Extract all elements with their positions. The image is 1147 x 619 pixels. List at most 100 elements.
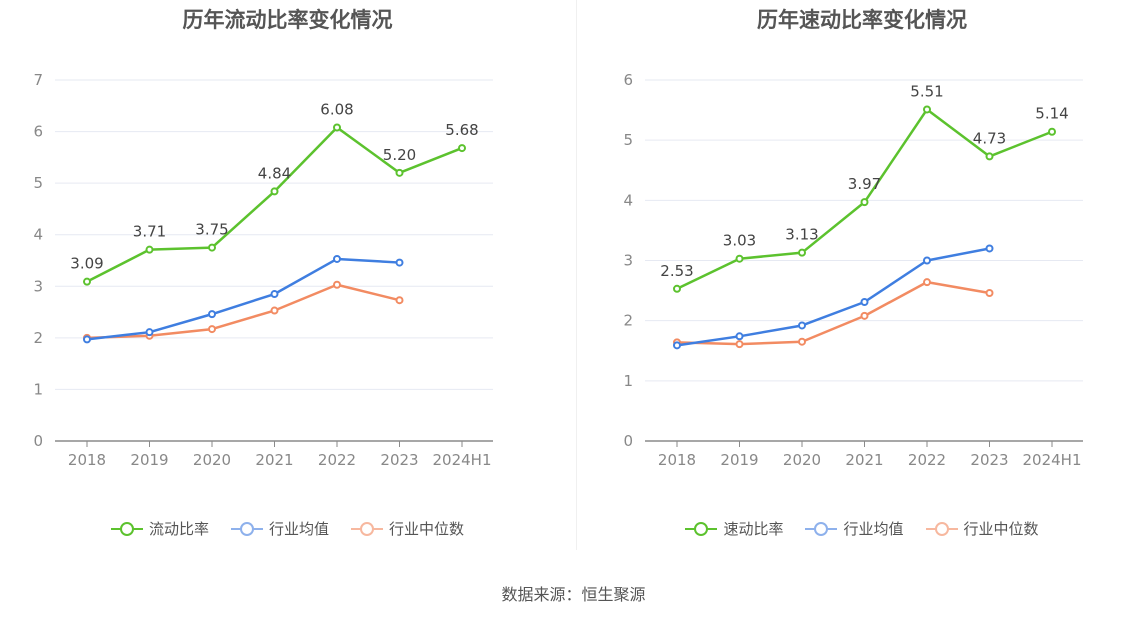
data-label: 3.09 (70, 255, 103, 273)
legend-item-industry-average[interactable]: 行业均值 (805, 518, 904, 539)
legend-swatch-orange (351, 521, 383, 536)
data-point (735, 332, 744, 341)
data-point (333, 123, 341, 132)
x-tick-label: 2019 (720, 451, 758, 469)
data-label: 5.14 (1035, 105, 1068, 123)
panel-divider (576, 0, 577, 550)
legend-item-industry-median[interactable]: 行业中位数 (351, 518, 464, 539)
y-tick-label: 2 (33, 329, 43, 347)
data-point (270, 290, 279, 299)
series-line-1 (86, 257, 400, 341)
data-label: 3.71 (133, 223, 166, 241)
data-point (673, 341, 681, 350)
x-tick-label: 2022 (908, 451, 946, 469)
data-point (458, 144, 466, 153)
x-tick-label: 2020 (783, 451, 821, 469)
legend-item-current-ratio[interactable]: 流动比率 (110, 518, 209, 539)
y-tick-label: 6 (623, 71, 633, 89)
data-point (83, 335, 91, 344)
data-point (923, 256, 931, 265)
data-point (395, 296, 404, 305)
legend-label: 速动比率 (723, 520, 784, 538)
y-tick-label: 3 (623, 252, 633, 270)
data-label: 3.03 (723, 232, 756, 250)
series-line-2 (676, 280, 990, 346)
y-tick-label: 4 (623, 191, 633, 209)
y-tick-label: 0 (623, 432, 633, 450)
x-tick-label: 2018 (658, 451, 696, 469)
data-label: 2.53 (660, 262, 693, 280)
data-point (985, 288, 994, 297)
legend-swatch-green (685, 521, 718, 536)
data-point (333, 280, 341, 289)
data-point (798, 248, 806, 257)
data-source: 数据来源：恒生聚源 (501, 585, 646, 604)
data-point (1048, 127, 1056, 136)
chart-title: 历年速动比率变化情况 (757, 8, 967, 32)
legend-swatch-orange (925, 521, 958, 536)
y-tick-label: 6 (33, 123, 43, 141)
data-point (145, 328, 154, 337)
y-tick-label: 4 (33, 226, 43, 244)
legend-swatch-blue (805, 521, 838, 536)
current-ratio-chart: 历年流动比率变化情况 0 1 2 3 4 5 6 7 2018 2019 2020 2021 2022 2… (0, 0, 575, 560)
x-tick-label: 2024H1 (1023, 451, 1082, 469)
data-label: 5.20 (383, 146, 416, 164)
data-label: 6.08 (320, 100, 353, 118)
data-point (333, 254, 341, 263)
legend-label: 流动比率 (148, 520, 209, 538)
y-tick-label: 5 (33, 174, 43, 192)
data-label: 4.73 (973, 129, 1006, 147)
y-tick-label: 2 (623, 312, 633, 330)
data-label: 4.84 (258, 164, 291, 182)
data-point (395, 258, 404, 267)
x-tick-label: 2020 (193, 451, 231, 469)
x-tick-label: 2018 (68, 451, 106, 469)
y-tick-label: 7 (33, 71, 43, 89)
x-tick-label: 2019 (130, 451, 168, 469)
data-point (208, 325, 216, 334)
chart-title: 历年流动比率变化情况 (182, 8, 393, 32)
legend-label: 行业中位数 (389, 520, 465, 538)
y-tick-label: 0 (33, 432, 43, 450)
y-tick-label: 1 (33, 380, 43, 398)
y-tick-label: 5 (623, 131, 633, 149)
y-tick-label: 3 (33, 277, 43, 295)
x-tick-label: 2022 (318, 451, 356, 469)
data-label: 3.13 (785, 226, 818, 244)
series-line-2 (86, 283, 400, 340)
data-point (923, 105, 931, 114)
data-point (270, 187, 279, 196)
data-point (145, 245, 154, 254)
y-tick-label: 1 (623, 372, 633, 390)
quick-ratio-plot: 0 1 2 3 4 5 6 2018 2019 2020 2021 2022 2023 2024H1 2.5… (623, 71, 1083, 469)
legend-swatch-blue (230, 521, 263, 536)
x-tick-label: 2024H1 (433, 451, 492, 469)
data-label: 5.68 (445, 121, 478, 139)
data-point (860, 311, 869, 320)
x-tick-label: 2021 (255, 451, 293, 469)
x-tick-label: 2023 (380, 451, 418, 469)
data-point (395, 168, 404, 177)
data-point (270, 306, 279, 315)
data-point (798, 321, 806, 330)
data-label: 5.51 (910, 82, 943, 100)
data-label: 3.75 (195, 221, 228, 239)
data-point (985, 244, 994, 253)
current-ratio-plot: 0 1 2 3 4 5 6 7 2018 2019 2020 2021 2022 2023 2024H1 3.… (33, 71, 493, 469)
legend-item-industry-average[interactable]: 行业均值 (230, 518, 329, 539)
data-point (208, 310, 216, 319)
legend-label: 行业均值 (843, 520, 904, 538)
data-point (735, 254, 744, 263)
x-tick-label: 2023 (970, 451, 1008, 469)
legend-item-quick-ratio[interactable]: 速动比率 (685, 518, 783, 539)
data-point (735, 340, 744, 349)
legend-label: 行业均值 (268, 520, 329, 538)
data-point (985, 152, 994, 161)
x-tick-label: 2021 (845, 451, 883, 469)
legend-label: 行业中位数 (963, 520, 1039, 538)
legend-item-industry-median[interactable]: 行业中位数 (925, 518, 1039, 539)
series-line-1 (676, 247, 990, 347)
quick-ratio-chart: 历年速动比率变化情况 0 1 2 3 4 5 6 2018 2019 2020 2021 2022 20… (577, 0, 1147, 560)
data-point (798, 337, 806, 346)
